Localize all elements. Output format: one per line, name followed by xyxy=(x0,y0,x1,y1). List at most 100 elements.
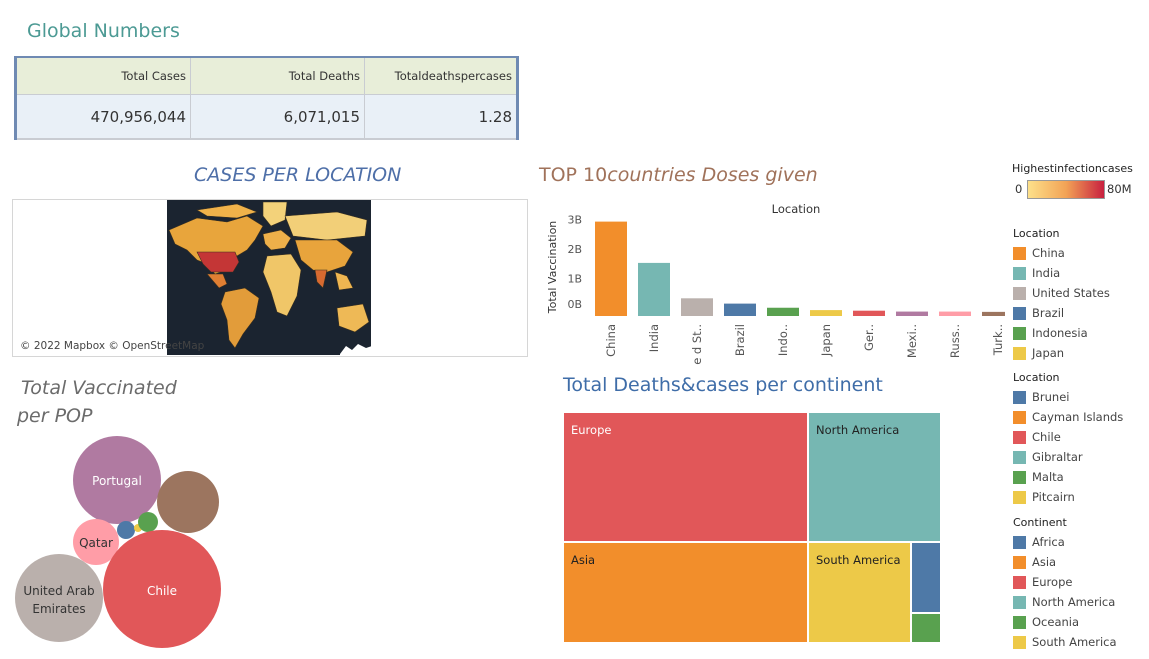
legend-location-bubbles-item[interactable]: Malta xyxy=(1013,467,1149,487)
legend-location-top10-label: Japan xyxy=(1032,346,1065,360)
deaths-per-continent-title: Total Deaths&cases per continent xyxy=(563,374,883,396)
vaccinated-title-line1: Total Vaccinated xyxy=(21,377,177,399)
bar-ytick-label: 3B xyxy=(567,214,582,227)
world-map-svg xyxy=(168,201,370,349)
map-canada-north xyxy=(196,203,258,219)
bubble-uae[interactable] xyxy=(15,554,103,642)
bar-2[interactable] xyxy=(681,298,713,316)
map-russia xyxy=(284,211,368,241)
bubble-chile[interactable] xyxy=(103,530,221,648)
bar-xtick-label: Ger.. xyxy=(862,324,876,351)
bar-4[interactable] xyxy=(767,307,799,316)
header-death-rate: Totaldeathspercases xyxy=(364,56,518,96)
legend-location-top10-item[interactable]: United States xyxy=(1013,283,1149,303)
legend-location-top10-item[interactable]: Brazil xyxy=(1013,303,1149,323)
bubble-brown[interactable] xyxy=(157,471,219,533)
bar-1[interactable] xyxy=(638,262,670,316)
treemap-oceania[interactable] xyxy=(911,613,941,643)
value-death-rate: 1.28 xyxy=(364,94,518,140)
map-se-asia xyxy=(334,271,354,291)
legend-location-bubbles-swatch xyxy=(1013,430,1026,444)
bubble-portugal[interactable] xyxy=(73,436,161,524)
treemap-south-america[interactable]: South America xyxy=(808,542,911,643)
legend-continent-swatch xyxy=(1013,615,1026,629)
bar-5[interactable] xyxy=(810,310,842,316)
vaccinated-bubble-chart: Portugal Qatar Chile United Arab Emirate… xyxy=(15,436,221,648)
legend-location-top10-title: Location xyxy=(1013,227,1060,240)
header-total-cases: Total Cases xyxy=(15,56,191,96)
map-north-america xyxy=(168,215,264,275)
legend-location-bubbles-label: Pitcairn xyxy=(1032,490,1075,504)
bar-6[interactable] xyxy=(853,310,885,316)
world-map[interactable] xyxy=(167,200,371,355)
legend-continent-item[interactable]: Africa xyxy=(1013,532,1149,552)
bar-7[interactable] xyxy=(896,311,928,316)
legend-continent-swatch xyxy=(1013,535,1026,549)
header-total-deaths: Total Deaths xyxy=(190,56,365,96)
cases-per-location-title: CASES PER LOCATION xyxy=(194,164,402,186)
legend-continent-swatch xyxy=(1013,575,1026,589)
bar-xtick-label: Indo.. xyxy=(776,324,790,356)
value-total-deaths: 6,071,015 xyxy=(190,94,365,140)
legend-location-top10-item[interactable]: China xyxy=(1013,243,1149,263)
legend-continent-swatch xyxy=(1013,635,1026,649)
bar-ytick-label: 0B xyxy=(567,298,582,311)
legend-location-top10-item[interactable]: Japan xyxy=(1013,343,1149,363)
legend-location-bubbles-item[interactable]: Gibraltar xyxy=(1013,447,1149,467)
treemap-label-north-america: North America xyxy=(816,423,900,437)
vaccinated-title: Total Vaccinated per POP xyxy=(17,374,177,430)
legend-location-bubbles-label: Malta xyxy=(1032,470,1064,484)
legend-location-top10-swatch xyxy=(1013,286,1026,300)
legend-continent-swatch xyxy=(1013,595,1026,609)
legend-continent-label: Asia xyxy=(1032,555,1057,569)
treemap-label-europe: Europe xyxy=(571,423,612,437)
legend-location-top10-item[interactable]: India xyxy=(1013,263,1149,283)
legend-continent-item[interactable]: Asia xyxy=(1013,552,1149,572)
legend-continent-item[interactable]: Oceania xyxy=(1013,612,1149,632)
bar-8[interactable] xyxy=(939,311,971,316)
legend-continent-label: Oceania xyxy=(1032,615,1080,629)
map-south-america xyxy=(220,287,260,349)
legend-location-top10-label: Brazil xyxy=(1032,306,1065,320)
bar-3[interactable] xyxy=(724,303,756,316)
heat-legend-gradient xyxy=(1027,180,1105,199)
bar-xtick-label: Unite d St.. xyxy=(690,324,704,365)
heat-legend-max: 80M xyxy=(1107,182,1132,196)
map-usa xyxy=(196,251,240,273)
legend-location-bubbles-label: Cayman Islands xyxy=(1032,410,1124,424)
legend-location-bubbles-item[interactable]: Pitcairn xyxy=(1013,487,1149,507)
bubble-label-uae-1: United Arab xyxy=(23,584,94,598)
legend-location-bubbles-swatch xyxy=(1013,470,1026,484)
bar-9[interactable] xyxy=(982,311,1005,316)
bubble-label-portugal: Portugal xyxy=(92,474,142,488)
legend-location-bubbles-swatch xyxy=(1013,450,1026,464)
legend-location-bubbles-item[interactable]: Chile xyxy=(1013,427,1149,447)
map-asia xyxy=(294,239,354,273)
treemap-europe[interactable]: Europe xyxy=(563,412,808,542)
bar-xtick-label: Turk.. xyxy=(991,324,1005,356)
legend-continent-item[interactable]: North America xyxy=(1013,592,1149,612)
legend-location-bubbles-label: Chile xyxy=(1032,430,1061,444)
bubble-blue[interactable] xyxy=(117,521,135,539)
legend-location-bubbles-swatch xyxy=(1013,490,1026,504)
top10-title-rest: countries Doses given xyxy=(607,164,818,186)
treemap-africa[interactable] xyxy=(911,542,941,613)
legend-continent-item[interactable]: Europe xyxy=(1013,572,1149,592)
bar-xtick-label: Japan xyxy=(819,324,833,357)
legend-location-top10-label: United States xyxy=(1032,286,1110,300)
global-numbers-title: Global Numbers xyxy=(27,20,180,42)
legend-location-top10-item[interactable]: Indonesia xyxy=(1013,323,1149,343)
legend-continent-label: North America xyxy=(1032,595,1116,609)
bubble-qatar[interactable] xyxy=(73,519,119,565)
legend-location-bubbles-item[interactable]: Cayman Islands xyxy=(1013,407,1149,427)
treemap-asia[interactable]: Asia xyxy=(563,542,808,643)
bubble-green[interactable] xyxy=(138,512,158,532)
legend-location-bubbles-item[interactable]: Brunei xyxy=(1013,387,1149,407)
treemap-north-america[interactable]: North America xyxy=(808,412,941,542)
legend-continent-item[interactable]: South America xyxy=(1013,632,1149,652)
map-attribution: © 2022 Mapbox © OpenStreetMap xyxy=(20,340,205,352)
legend-location-top10-swatch xyxy=(1013,266,1026,280)
bar-0[interactable] xyxy=(595,221,627,316)
legend-continent: Continent Africa Asia Europe North America O… xyxy=(1013,516,1149,652)
legend-location-bubbles-label: Gibraltar xyxy=(1032,450,1083,464)
